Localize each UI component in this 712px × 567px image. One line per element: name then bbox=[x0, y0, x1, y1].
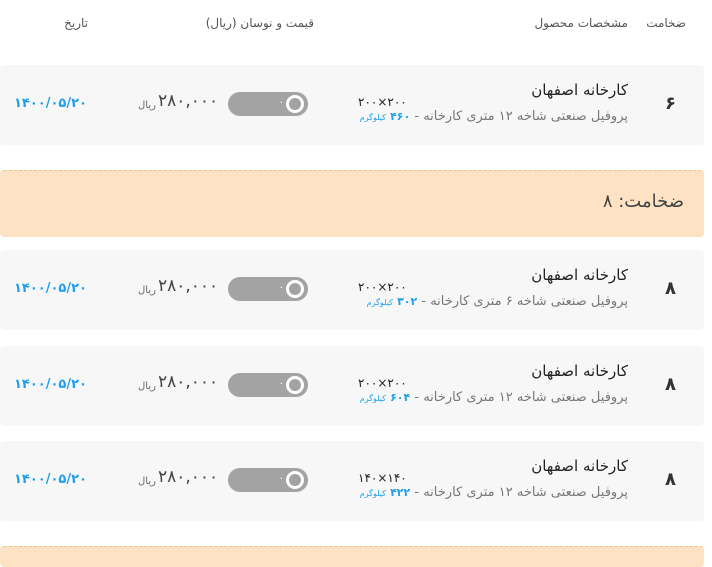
size: ۲۰۰×۲۰۰ bbox=[358, 376, 407, 390]
price-change: ۰ bbox=[278, 473, 284, 484]
price-change: ۰ bbox=[278, 282, 284, 293]
weight: ۶۰۴ bbox=[390, 391, 411, 404]
price: ۲۸۰,۰۰۰ bbox=[158, 276, 219, 296]
price-change-toggle[interactable]: ۰ bbox=[228, 373, 308, 397]
table-row[interactable]: ۸ کارخانه اصفهان پروفیل صنعتی شاخه ۶ متر… bbox=[0, 250, 704, 330]
product-description: پروفیل صنعتی شاخه ۶ متری کارخانه - ۳۰۲ ک… bbox=[367, 294, 628, 309]
price: ۲۸۰,۰۰۰ bbox=[158, 467, 219, 487]
thickness: ۸ bbox=[665, 374, 676, 395]
description-text: پروفیل صنعتی شاخه ۱۲ متری کارخانه - bbox=[410, 485, 628, 500]
weight-unit: کیلوگرم bbox=[359, 489, 386, 498]
price-change-toggle[interactable]: ۰ bbox=[228, 468, 308, 492]
price: ۲۸۰,۰۰۰ bbox=[158, 91, 219, 111]
table-row[interactable]: ۸ کارخانه اصفهان پروفیل صنعتی شاخه ۱۲ مت… bbox=[0, 346, 704, 426]
header-date: تاریخ bbox=[64, 16, 88, 30]
size: ۲۰۰×۲۰۰ bbox=[358, 95, 407, 109]
price-change-toggle[interactable]: ۰ bbox=[228, 277, 308, 301]
currency: ریال bbox=[138, 285, 156, 296]
currency: ریال bbox=[138, 476, 156, 487]
group-label: ضخامت: ۸ bbox=[602, 191, 684, 212]
thickness: ۶ bbox=[665, 93, 676, 114]
date: ۱۴۰۰/۰۵/۲۰ bbox=[14, 377, 87, 392]
price: ۲۸۰,۰۰۰ bbox=[158, 372, 219, 392]
product-description: پروفیل صنعتی شاخه ۱۲ متری کارخانه - ۴۲۲ … bbox=[360, 485, 628, 500]
group-header-next bbox=[0, 546, 704, 567]
date: ۱۴۰۰/۰۵/۲۰ bbox=[14, 281, 87, 296]
weight-unit: کیلوگرم bbox=[366, 298, 393, 307]
currency: ریال bbox=[138, 381, 156, 392]
factory-name[interactable]: کارخانه اصفهان bbox=[531, 81, 628, 99]
circle-icon bbox=[286, 471, 304, 489]
factory-name[interactable]: کارخانه اصفهان bbox=[531, 266, 628, 284]
product-description: پروفیل صنعتی شاخه ۱۲ متری کارخانه - ۴۶۰ … bbox=[360, 109, 628, 124]
weight: ۳۰۲ bbox=[397, 295, 418, 308]
product-description: پروفیل صنعتی شاخه ۱۲ متری کارخانه - ۶۰۴ … bbox=[360, 390, 628, 405]
date: ۱۴۰۰/۰۵/۲۰ bbox=[14, 472, 87, 487]
price-change-toggle[interactable]: ۰ bbox=[228, 92, 308, 116]
header-price: قیمت و نوسان (ریال) bbox=[205, 16, 314, 30]
table-row[interactable]: ۸ کارخانه اصفهان پروفیل صنعتی شاخه ۱۲ مت… bbox=[0, 441, 704, 521]
description-text: پروفیل صنعتی شاخه ۶ متری کارخانه - bbox=[417, 294, 628, 309]
circle-icon bbox=[286, 95, 304, 113]
group-header: ضخامت: ۸ bbox=[0, 170, 704, 237]
weight: ۴۲۲ bbox=[390, 486, 411, 499]
weight-unit: کیلوگرم bbox=[359, 394, 386, 403]
header-specs: مشخصات محصول bbox=[534, 16, 628, 30]
header-thickness: ضخامت bbox=[646, 16, 686, 30]
description-text: پروفیل صنعتی شاخه ۱۲ متری کارخانه - bbox=[410, 390, 628, 405]
price-change: ۰ bbox=[278, 378, 284, 389]
description-text: پروفیل صنعتی شاخه ۱۲ متری کارخانه - bbox=[410, 109, 628, 124]
thickness: ۸ bbox=[665, 278, 676, 299]
currency: ریال bbox=[138, 100, 156, 111]
factory-name[interactable]: کارخانه اصفهان bbox=[531, 362, 628, 380]
weight-unit: کیلوگرم bbox=[359, 113, 386, 122]
weight: ۴۶۰ bbox=[390, 110, 411, 123]
date: ۱۴۰۰/۰۵/۲۰ bbox=[14, 96, 87, 111]
size: ۱۴۰×۱۴۰ bbox=[358, 471, 407, 485]
factory-name[interactable]: کارخانه اصفهان bbox=[531, 457, 628, 475]
table-row[interactable]: ۶ کارخانه اصفهان پروفیل صنعتی شاخه ۱۲ مت… bbox=[0, 65, 704, 145]
table-header: ضخامت مشخصات محصول قیمت و نوسان (ریال) ت… bbox=[0, 0, 712, 50]
circle-icon bbox=[286, 280, 304, 298]
price-change: ۰ bbox=[278, 97, 284, 108]
size: ۲۰۰×۲۰۰ bbox=[358, 280, 407, 294]
thickness: ۸ bbox=[665, 469, 676, 490]
circle-icon bbox=[286, 376, 304, 394]
